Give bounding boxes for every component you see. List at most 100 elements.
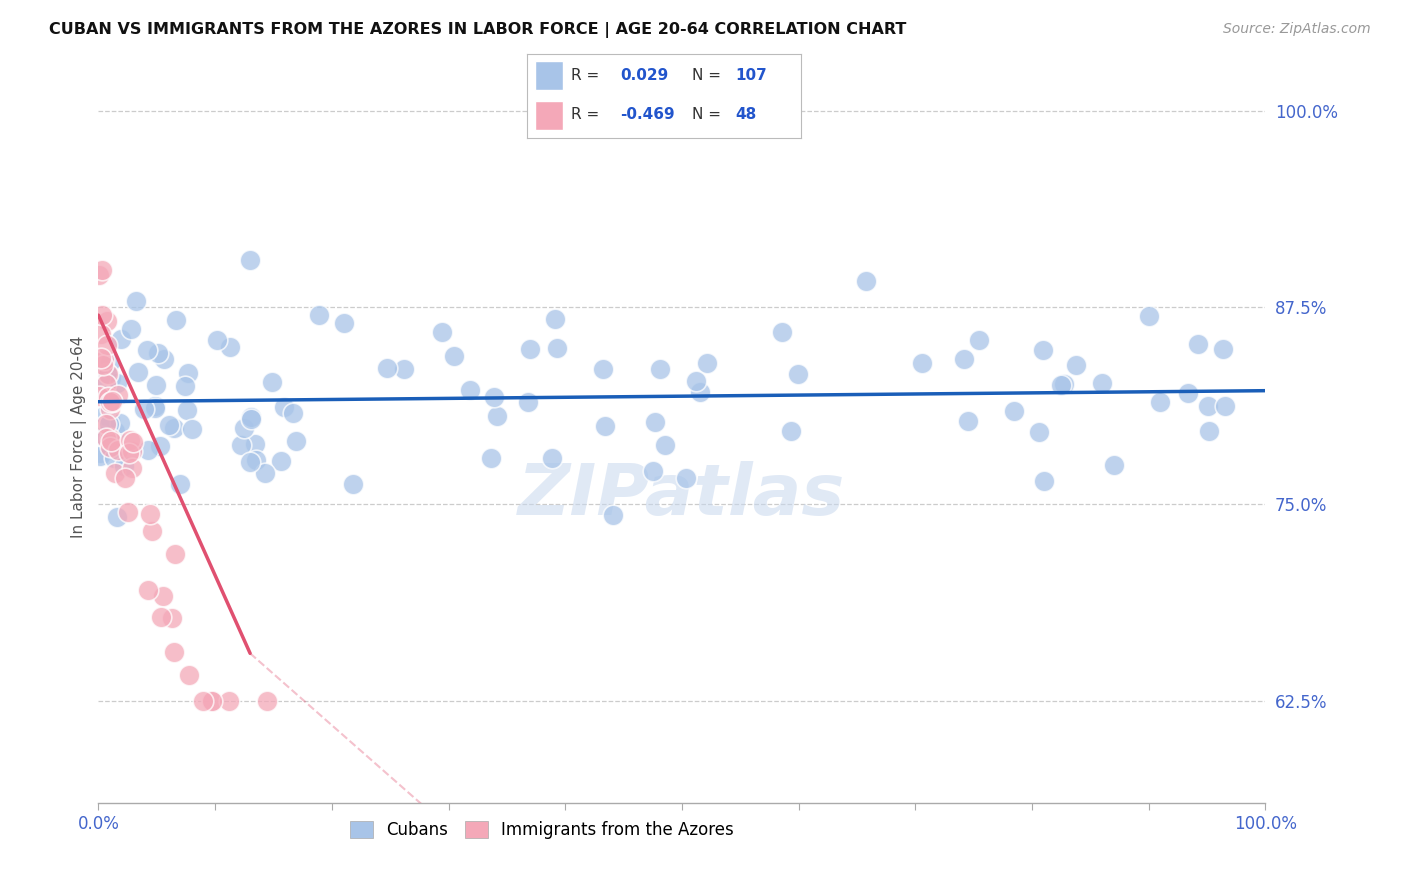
Point [94,388,117,402]
Point [602,508,624,522]
Point [90,351,112,365]
Point [333,316,356,330]
Text: 48: 48 [735,107,756,122]
Point [786,367,808,381]
Point [1213,399,1236,413]
Point [1064,358,1087,372]
Point [641,464,664,478]
Point [100,434,122,448]
Point [479,450,502,465]
Point [107,442,129,457]
Point [1187,337,1209,351]
Point [153,351,176,366]
Point [689,384,711,399]
Point [143,399,166,413]
Point [685,374,707,388]
Point [443,349,465,363]
Point [97,368,120,382]
Point [967,333,990,347]
Point [205,333,228,347]
Point [98,413,121,427]
Point [1032,343,1054,358]
Point [953,351,976,366]
Point [105,510,128,524]
Point [541,450,564,465]
Point [910,356,932,370]
Point [93,429,115,443]
Point [260,375,283,389]
Bar [536,101,562,130]
Point [218,693,240,707]
Point [219,340,242,354]
Point [91,358,114,372]
Point [122,434,145,449]
Point [1212,342,1234,356]
Point [770,325,793,339]
Point [143,401,166,415]
Point [163,645,186,659]
Point [1177,385,1199,400]
Point [245,437,267,451]
Point [855,274,877,288]
Text: ZIPatlas: ZIPatlas [519,461,845,530]
Point [544,312,567,326]
Point [430,325,453,339]
Point [163,421,186,435]
Point [90,263,112,277]
Point [592,362,614,376]
Point [519,342,541,356]
Y-axis label: In Labor Force | Age 20-64: In Labor Force | Age 20-64 [72,336,87,538]
Point [675,470,697,484]
Point [120,433,142,447]
Point [108,416,131,430]
Point [780,424,803,438]
Point [125,293,148,308]
Point [89,450,111,464]
Point [160,611,183,625]
Text: R =: R = [571,68,599,83]
Text: 107: 107 [735,68,768,83]
Point [136,443,159,458]
Point [174,379,197,393]
Point [486,409,509,423]
Point [245,453,267,467]
Point [273,400,295,414]
Text: R =: R = [571,107,599,122]
Point [138,507,160,521]
Point [96,431,118,445]
Point [152,590,174,604]
Point [90,326,112,341]
Point [100,395,122,409]
Point [239,409,262,424]
Point [97,390,120,404]
Point [118,446,141,460]
Point [150,610,173,624]
Text: -0.469: -0.469 [620,107,675,122]
Point [100,371,122,385]
Point [458,383,481,397]
Point [1197,400,1219,414]
Point [648,362,671,376]
Point [342,476,364,491]
Point [98,402,121,417]
Point [232,421,254,435]
Point [1149,395,1171,409]
Point [284,434,307,448]
Point [270,453,292,467]
Point [110,332,132,346]
Point [239,253,262,268]
Point [96,391,118,405]
Point [1091,376,1114,391]
Point [107,388,129,402]
Text: N =: N = [692,68,721,83]
Point [281,406,304,420]
Point [93,408,115,422]
Point [91,308,114,322]
Point [1032,474,1054,488]
Point [94,377,117,392]
Point [1028,425,1050,439]
Bar [536,62,562,90]
Point [177,366,200,380]
Point [165,313,187,327]
Text: CUBAN VS IMMIGRANTS FROM THE AZORES IN LABOR FORCE | AGE 20-64 CORRELATION CHART: CUBAN VS IMMIGRANTS FROM THE AZORES IN L… [49,22,907,38]
